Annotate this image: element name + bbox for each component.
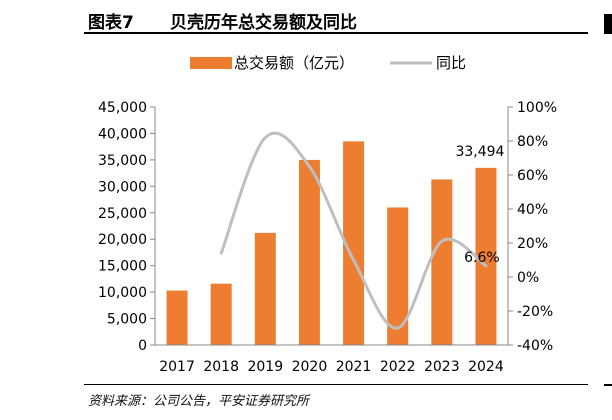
right-edge-mark-top	[604, 14, 612, 34]
left-axis-tick-label: 10,000	[98, 285, 147, 301]
left-axis-tick-label: 40,000	[98, 126, 147, 142]
x-axis-tick-label: 2023	[424, 359, 460, 375]
x-axis-tick-label: 2018	[203, 359, 239, 375]
left-axis-tick-label: 15,000	[98, 259, 147, 275]
figure-header: 图表7 贝壳历年总交易额及同比	[88, 6, 588, 33]
right-axis-tick-label: 0%	[517, 270, 539, 286]
x-axis-tick-label: 2019	[247, 359, 283, 375]
x-axis-tick-label: 2021	[336, 359, 372, 375]
left-axis-tick-label: 20,000	[98, 232, 147, 248]
figure-number: 图表7	[88, 13, 134, 33]
right-axis: -40% -20% 0% 20% 40% 60% 80% 100%	[507, 100, 557, 354]
right-edge-mark-bottom	[604, 384, 612, 386]
bar-2020	[298, 159, 320, 345]
right-axis-tick-label: 60%	[517, 168, 548, 184]
bar-series	[166, 141, 497, 345]
source-note: 资料来源：公司公告，平安证券研究所	[88, 394, 310, 409]
legend-swatch-bars	[190, 57, 232, 69]
footer-rule	[84, 384, 588, 385]
right-axis-tick-label: 80%	[517, 134, 548, 150]
right-axis-tick-label: 100%	[517, 100, 557, 116]
bar-2024	[475, 167, 497, 345]
bar-2021	[343, 141, 365, 345]
bar-2019	[254, 232, 276, 345]
x-axis: 2017 2018 2019 2020 2021 2022 2023 2024	[155, 344, 508, 375]
yoy-value-label: 6.6%	[464, 250, 500, 266]
yoy-line-series	[219, 131, 488, 330]
bar-2023	[431, 179, 453, 345]
x-axis-tick-label: 2024	[468, 359, 504, 375]
bar-2017	[166, 290, 188, 345]
right-axis-tick-label: 40%	[517, 202, 548, 218]
legend-label-line: 同比	[436, 54, 466, 72]
data-labels: 33,494 6.6%	[455, 144, 504, 266]
left-axis-tick-label: 45,000	[98, 100, 147, 116]
left-axis-tick-label: 0	[138, 338, 147, 354]
right-axis-tick-label: 20%	[517, 236, 548, 252]
left-axis-tick-label: 30,000	[98, 179, 147, 195]
right-axis-tick-label: -40%	[517, 338, 553, 354]
bar-2022	[387, 207, 409, 345]
left-axis-tick-label: 35,000	[98, 153, 147, 169]
bar-value-label: 33,494	[455, 144, 504, 160]
x-axis-tick-label: 2020	[292, 359, 328, 375]
x-axis-tick-label: 2022	[380, 359, 416, 375]
right-axis-tick-label: -20%	[517, 304, 553, 320]
legend-label-bars: 总交易额（亿元）	[234, 54, 354, 72]
bar-2018	[210, 283, 232, 345]
left-axis-tick-label: 25,000	[98, 206, 147, 222]
header-rule	[84, 32, 588, 34]
figure-title: 贝壳历年总交易额及同比	[170, 13, 357, 33]
chart-area: 总交易额（亿元） 同比 0 5,000 10,000 15,000 20,000 25,0…	[98, 54, 557, 375]
left-axis-tick-label: 5,000	[107, 312, 147, 328]
left-axis: 0 5,000 10,000 15,000 20,000 25,000 30,000 35,0…	[98, 100, 156, 354]
legend: 总交易额（亿元） 同比	[190, 54, 466, 72]
x-axis-tick-label: 2017	[159, 359, 195, 375]
